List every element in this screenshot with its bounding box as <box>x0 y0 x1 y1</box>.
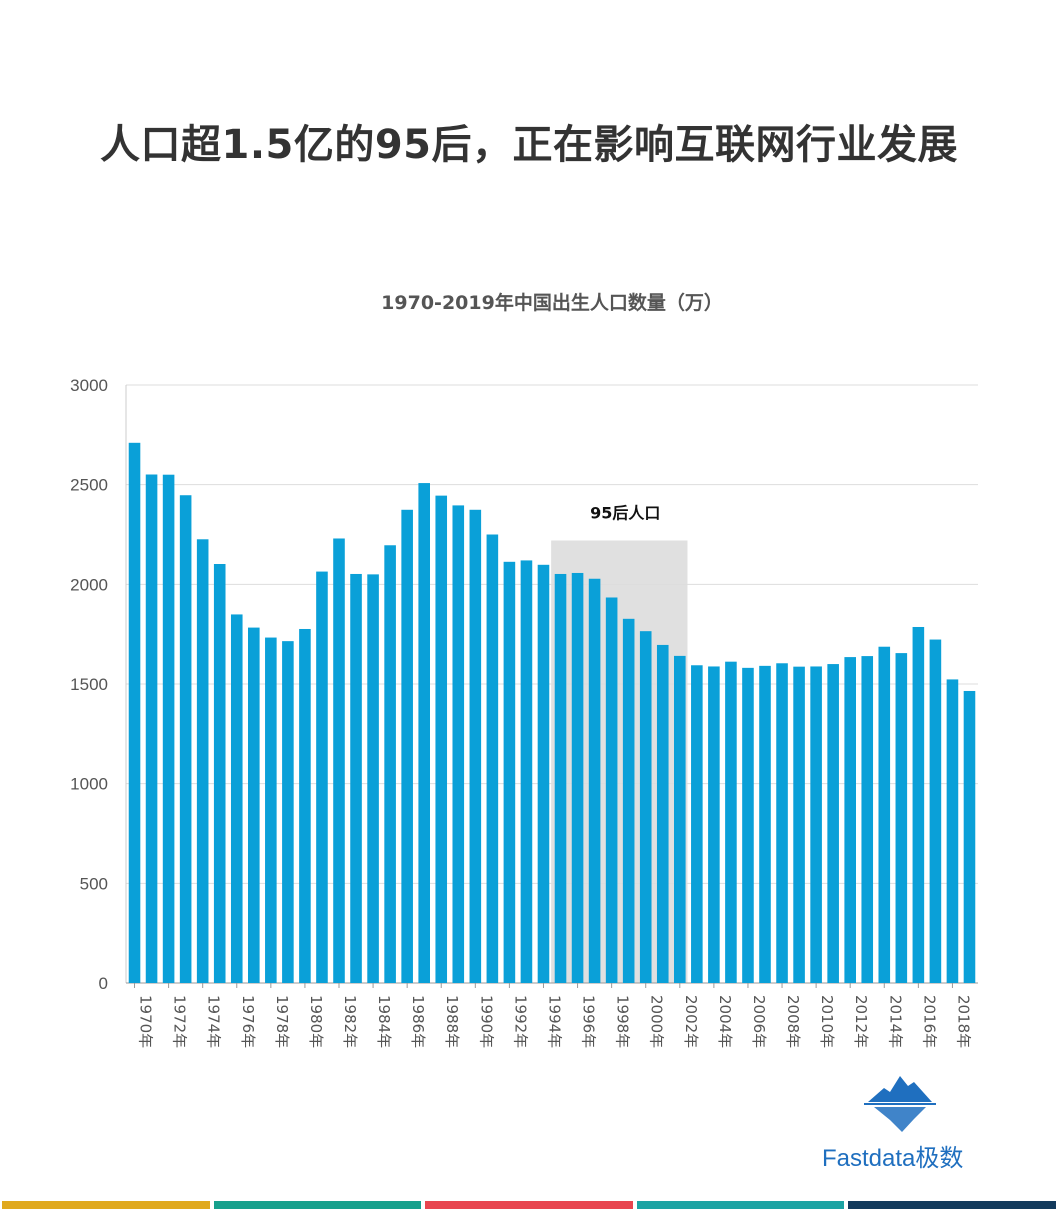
x-tick-label: 1998年 <box>614 995 632 1048</box>
bar-1970 <box>128 442 141 984</box>
bar-2019 <box>963 690 976 983</box>
bar-1998 <box>605 597 618 983</box>
x-tick-label: 1986年 <box>409 995 427 1048</box>
bar-1991 <box>486 534 499 983</box>
bar-2016 <box>912 626 925 983</box>
y-tick-label: 2000 <box>70 575 108 594</box>
x-tick-label: 1996年 <box>580 995 598 1048</box>
x-tick-label: 1984年 <box>375 995 393 1048</box>
bar-1992 <box>503 561 516 983</box>
bar-1978 <box>265 637 277 983</box>
bar-1989 <box>452 505 465 983</box>
footer-stripe-segment <box>213 1201 422 1209</box>
bar-2000 <box>639 631 652 983</box>
bar-1980 <box>299 628 311 983</box>
bar-1999 <box>622 618 635 983</box>
bar-2010 <box>810 666 822 983</box>
y-tick-label: 2500 <box>70 476 108 495</box>
footer-stripe-segment <box>425 1201 633 1209</box>
x-tick-label: 1974年 <box>205 995 223 1048</box>
footer-stripe-segment <box>636 1201 845 1209</box>
y-tick-label: 500 <box>80 874 108 893</box>
brand-name: Fastdata极数 <box>822 1145 964 1172</box>
x-tick-label: 2018年 <box>954 995 972 1048</box>
bar-1971 <box>145 474 158 983</box>
footer-stripe-segment <box>848 1201 1056 1209</box>
bar-2014 <box>878 646 891 983</box>
highlight-label: 95后人口 <box>590 503 660 522</box>
y-tick-label: 3000 <box>70 376 108 395</box>
footer-stripe-segment <box>2 1201 210 1209</box>
bar-2012 <box>844 657 856 983</box>
bar-2006 <box>742 667 754 983</box>
bar-2009 <box>793 666 805 983</box>
y-tick-label: 1500 <box>70 675 108 694</box>
x-tick-label: 1980年 <box>307 995 325 1048</box>
x-tick-label: 1988年 <box>443 995 461 1048</box>
bar-1983 <box>350 573 362 983</box>
bar-chart: 0 500 1000 1500 2000 2500 3000 95后人口 1970年 1972年 1… <box>70 376 978 1048</box>
bar-1973 <box>179 495 192 983</box>
bar-1990 <box>469 509 482 983</box>
x-tick-label: 1992年 <box>511 995 529 1048</box>
bar-2008 <box>776 663 788 983</box>
x-tick-label: 1978年 <box>273 995 291 1048</box>
x-tick-label: 2010年 <box>818 995 836 1048</box>
bar-1981 <box>316 571 328 983</box>
bar-1974 <box>196 539 209 983</box>
x-tick-label: 1990年 <box>477 995 495 1048</box>
bar-1995 <box>554 573 567 983</box>
bar-1987 <box>418 483 430 983</box>
bar-1993 <box>520 560 533 983</box>
bar-2005 <box>725 661 737 983</box>
page-headline: 人口超1.5亿的95后，正在影响互联网行业发展 <box>99 122 959 168</box>
x-tick-label: 1976年 <box>239 995 257 1048</box>
bar-1986 <box>401 509 413 983</box>
bar-1976 <box>230 614 243 983</box>
x-tick-label: 2004年 <box>716 995 734 1048</box>
bar-2011 <box>827 664 839 983</box>
bar-2017 <box>929 639 942 983</box>
x-tick-label: 2014年 <box>886 995 904 1048</box>
bar-1977 <box>248 627 260 983</box>
bar-2015 <box>895 653 908 983</box>
bar-2018 <box>946 679 959 983</box>
bar-1994 <box>537 564 550 983</box>
y-tick-label: 1000 <box>70 775 108 794</box>
x-tick-label: 1972年 <box>171 995 189 1048</box>
bar-1988 <box>435 495 448 983</box>
x-tick-label: 1970年 <box>137 995 155 1048</box>
x-tick-label: 2016年 <box>920 995 938 1048</box>
x-tick-label: 1994年 <box>545 995 563 1048</box>
bar-1972 <box>162 474 175 983</box>
x-tick-label: 2006年 <box>750 995 768 1048</box>
bar-1984 <box>367 574 379 983</box>
x-tick-label: 2000年 <box>648 995 666 1048</box>
bar-2004 <box>708 666 720 983</box>
chart-title: 1970-2019年中国出生人口数量（万） <box>381 292 723 314</box>
bar-2003 <box>691 665 703 983</box>
bar-1997 <box>588 578 601 983</box>
bar-1979 <box>282 641 294 983</box>
bar-1985 <box>384 545 396 983</box>
x-tick-label: 2012年 <box>852 995 870 1048</box>
iceberg-icon <box>862 1074 938 1138</box>
x-tick-label: 2008年 <box>784 995 802 1048</box>
bar-2002 <box>674 655 686 983</box>
bar-2013 <box>861 656 874 983</box>
bar-2007 <box>759 665 771 983</box>
bar-1996 <box>571 572 584 983</box>
y-tick-label: 0 <box>99 974 108 993</box>
bar-1975 <box>213 564 226 983</box>
x-tick-label: 1982年 <box>341 995 359 1048</box>
bar-2001 <box>656 644 669 983</box>
x-tick-label: 2002年 <box>682 995 700 1048</box>
bar-1982 <box>333 538 345 983</box>
